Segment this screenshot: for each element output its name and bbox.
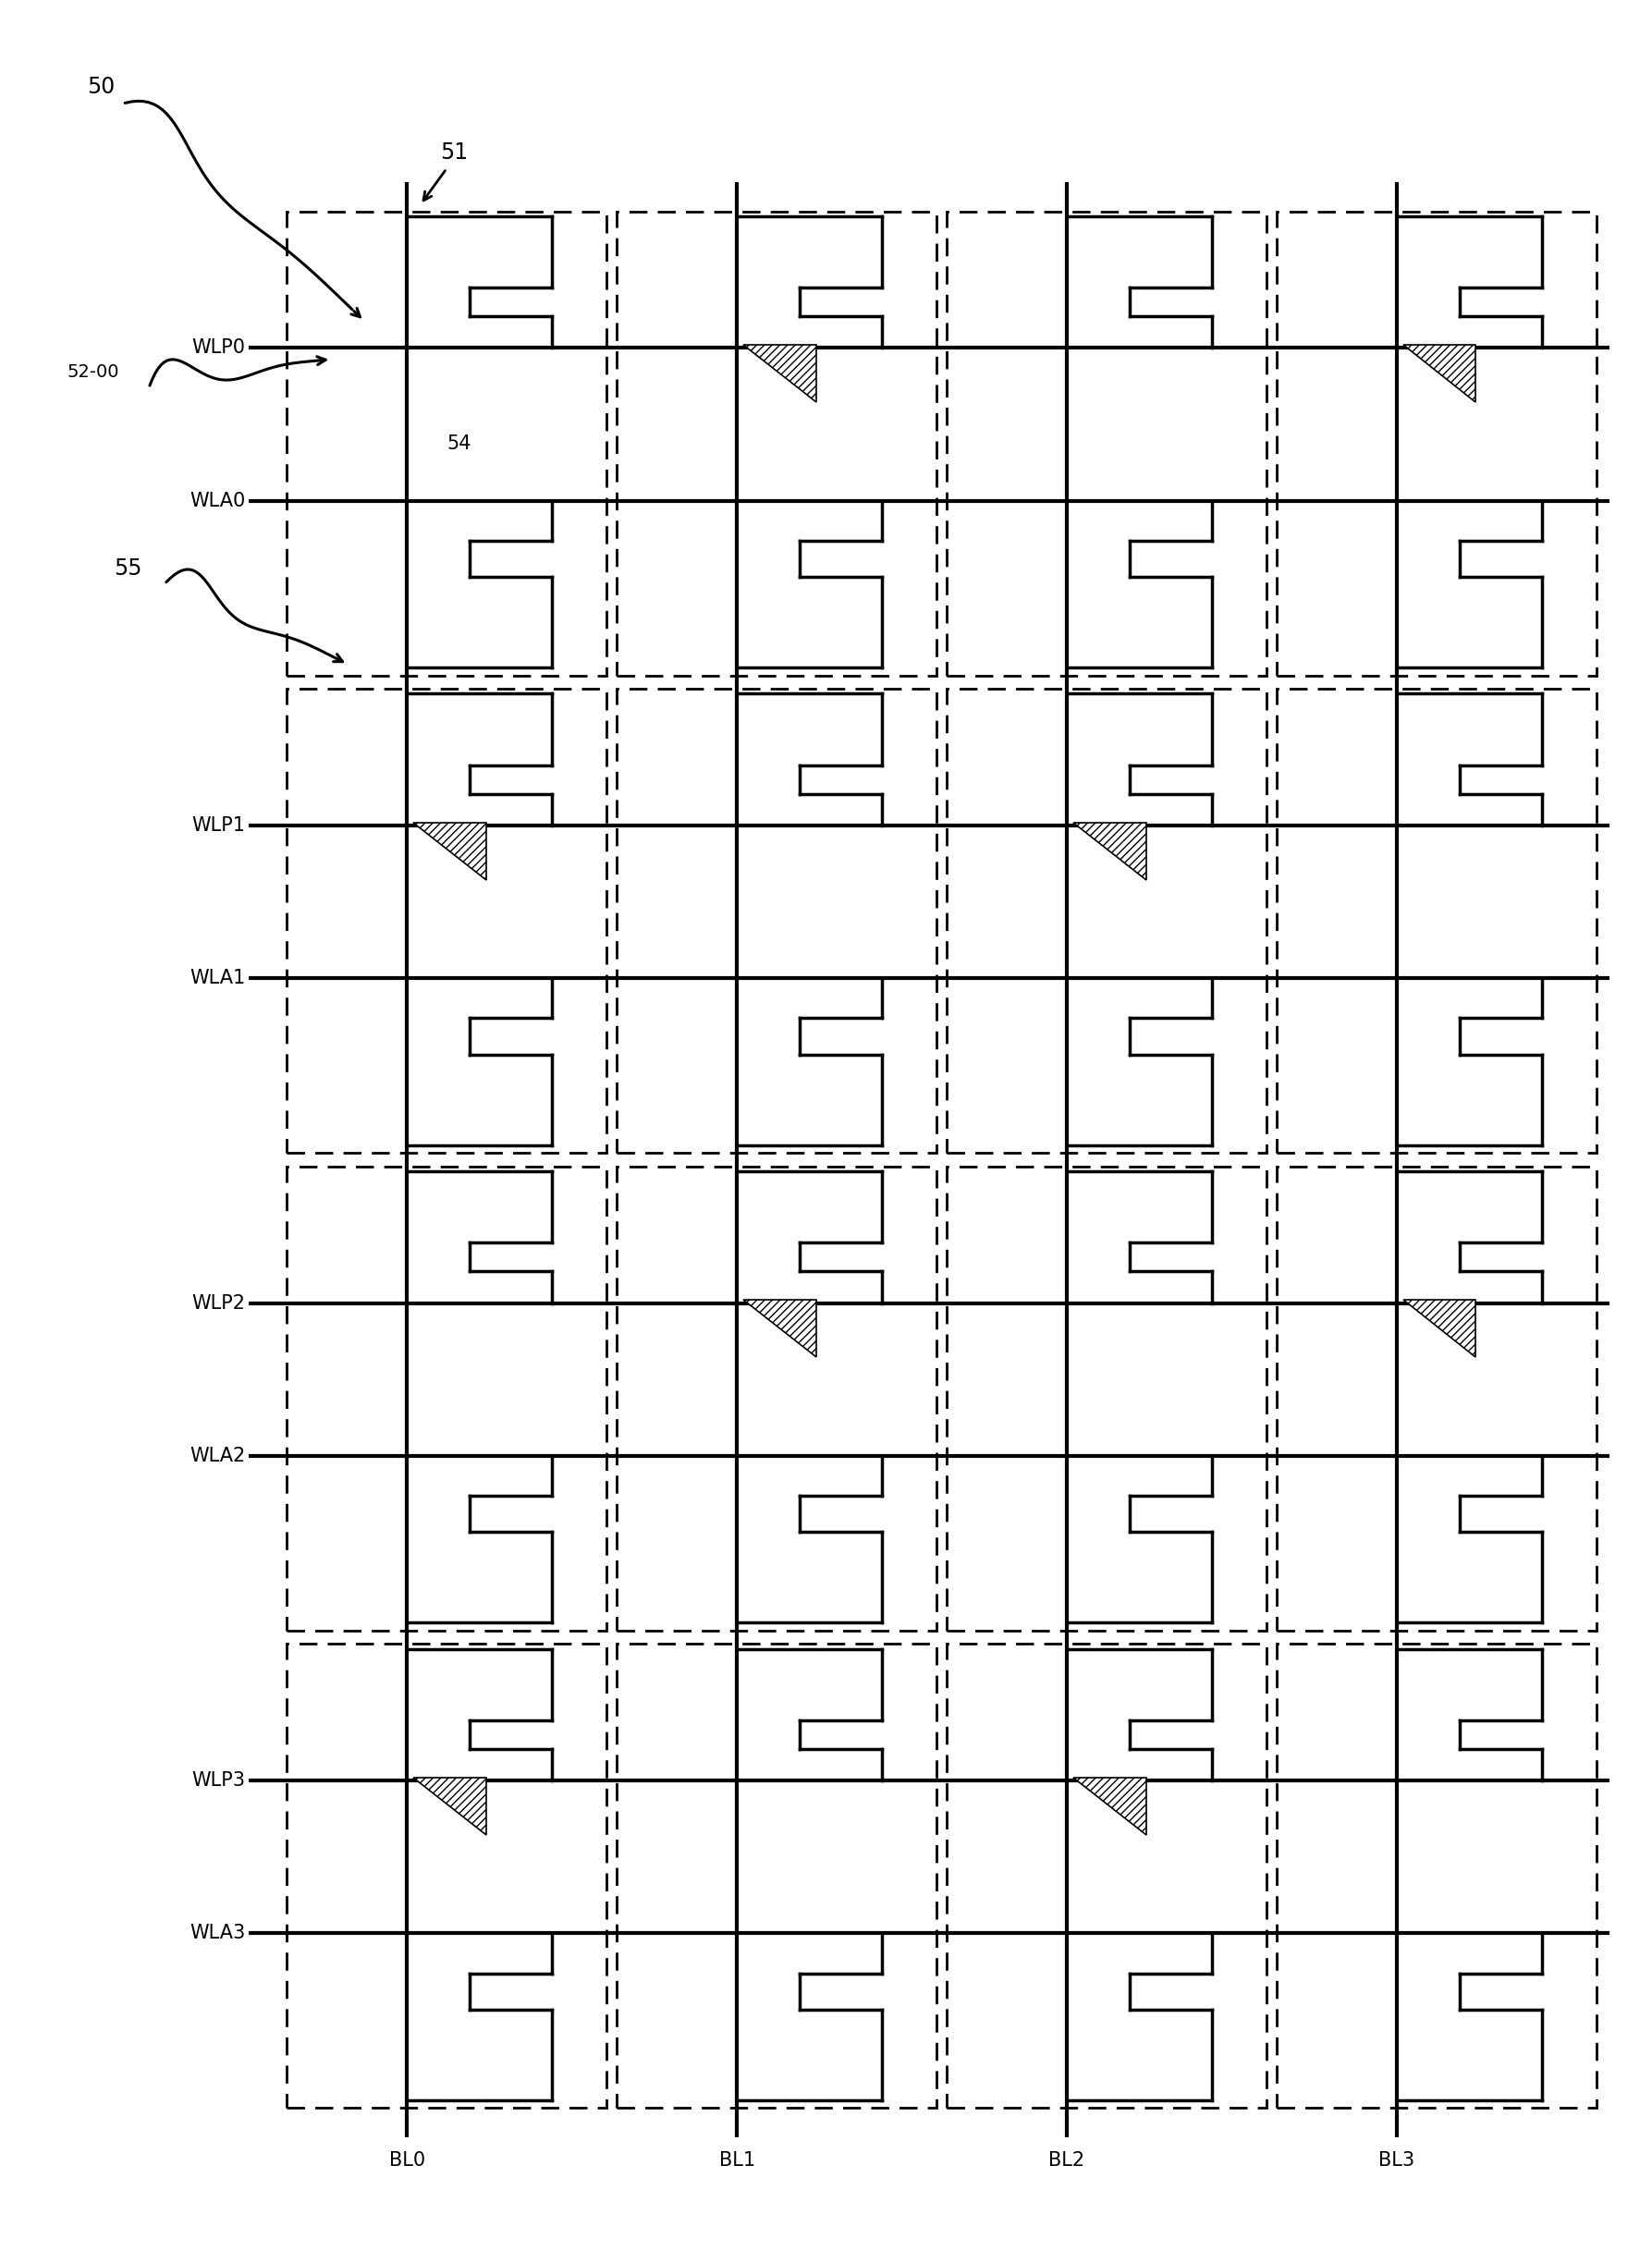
Text: BL2: BL2 bbox=[1049, 2150, 1085, 2170]
Bar bbox=[1277, 688, 1596, 1152]
Text: WLP1: WLP1 bbox=[192, 817, 246, 835]
Text: WLA3: WLA3 bbox=[190, 1924, 246, 1942]
Bar bbox=[1277, 1165, 1596, 1629]
Bar bbox=[287, 1643, 606, 2109]
Text: WLA0: WLA0 bbox=[190, 491, 246, 509]
Bar bbox=[287, 1165, 606, 1629]
Polygon shape bbox=[1403, 346, 1475, 403]
Text: WLP3: WLP3 bbox=[192, 1772, 246, 1790]
Text: WLP0: WLP0 bbox=[192, 339, 246, 358]
Text: 54: 54 bbox=[446, 434, 471, 453]
Text: WLA1: WLA1 bbox=[190, 969, 246, 987]
Text: WLA2: WLA2 bbox=[190, 1446, 246, 1464]
Polygon shape bbox=[743, 1301, 816, 1358]
Polygon shape bbox=[1074, 1779, 1146, 1835]
Bar bbox=[616, 1165, 937, 1629]
Bar bbox=[1277, 210, 1596, 674]
Text: 52-00: 52-00 bbox=[68, 364, 119, 380]
Bar bbox=[947, 210, 1267, 674]
Bar bbox=[616, 1643, 937, 2109]
Bar bbox=[616, 688, 937, 1152]
Bar bbox=[947, 688, 1267, 1152]
Text: 55: 55 bbox=[114, 557, 142, 579]
Text: BL0: BL0 bbox=[388, 2150, 425, 2170]
Text: WLP2: WLP2 bbox=[192, 1294, 246, 1313]
Polygon shape bbox=[413, 1779, 486, 1835]
Polygon shape bbox=[1074, 824, 1146, 880]
Text: 51: 51 bbox=[439, 143, 468, 163]
Bar bbox=[947, 1643, 1267, 2109]
Bar bbox=[1277, 1643, 1596, 2109]
Text: 50: 50 bbox=[88, 77, 116, 97]
Polygon shape bbox=[743, 346, 816, 403]
Bar bbox=[616, 210, 937, 674]
Bar bbox=[947, 1165, 1267, 1629]
Text: BL1: BL1 bbox=[719, 2150, 755, 2170]
Text: BL3: BL3 bbox=[1379, 2150, 1414, 2170]
Bar bbox=[287, 688, 606, 1152]
Polygon shape bbox=[1403, 1301, 1475, 1358]
Polygon shape bbox=[413, 824, 486, 880]
Bar bbox=[287, 210, 606, 674]
